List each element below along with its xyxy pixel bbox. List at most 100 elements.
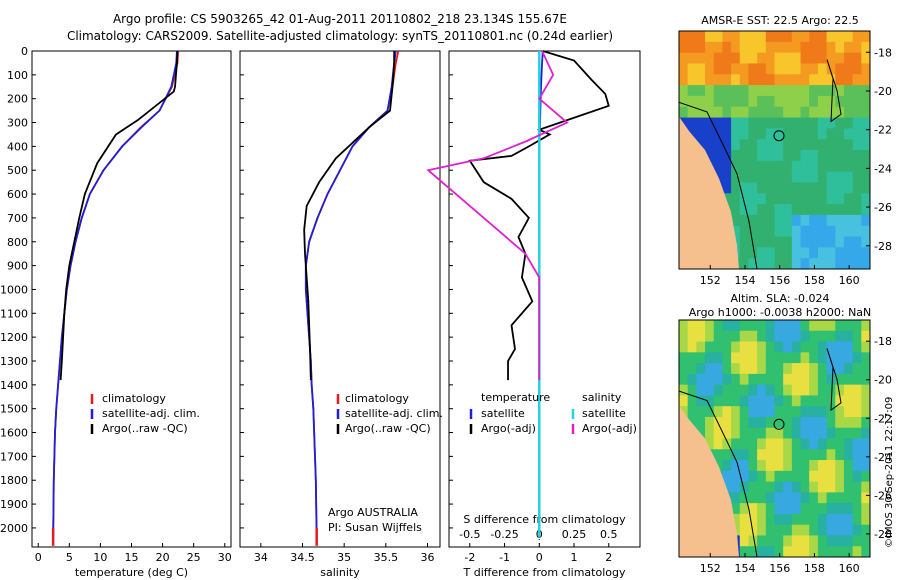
salinity-series-satellite-adj-clim- [304, 50, 397, 538]
depth-tick-label: 1400 [0, 379, 28, 392]
depth-tick-label: 300 [7, 117, 28, 130]
depth-tick-label: 200 [7, 93, 28, 106]
imos-credit: ©IMOS 30-Sep-2011 22:17:09 [884, 396, 895, 548]
sla-lat-tick-label: -26 [874, 489, 892, 502]
temperature-x-tick-label: 0 [35, 551, 42, 564]
sst-lat-tick-label: -22 [874, 124, 892, 137]
sla-map-field [679, 320, 870, 557]
depth-tick-label: 1600 [0, 427, 28, 440]
depth-tick-label: 1300 [0, 355, 28, 368]
salinity-series-climatology [304, 50, 400, 538]
sst-argo-location-marker [773, 130, 785, 142]
salinity-diff-tick-label: 0.25 [562, 528, 587, 541]
salinity-diff-axis-label: S difference from climatology [463, 513, 626, 526]
depth-tick-label: 1500 [0, 403, 28, 416]
depth-tick-label: 700 [7, 212, 28, 225]
salinity-legend-label: climatology [345, 392, 409, 405]
depth-tick-label: 500 [7, 164, 28, 177]
sst-lat-tick-label: -18 [874, 46, 892, 59]
depth-tick-label: 1900 [0, 498, 28, 511]
header-line-2: Climatology: CARS2009. Satellite-adjuste… [66, 29, 614, 43]
header-line-1: Argo profile: CS 5903265_42 01-Aug-2011 … [112, 12, 568, 26]
sla-lat-tick-label: -22 [874, 412, 892, 425]
sst-map-frame [678, 30, 871, 270]
sla-lat-tick-label: -18 [874, 335, 892, 348]
temperature-legend-label: Argo(..raw -QC) [102, 422, 188, 435]
temperature-plot-frame [31, 50, 232, 548]
difference-x-tick-label: 0 [536, 551, 543, 564]
salinity-x-tick-label: 35.5 [374, 551, 399, 564]
sst-map-title: AMSR-E SST: 22.5 Argo: 22.5 [701, 14, 859, 27]
sla-lat-tick-label: -28 [874, 528, 892, 541]
salinity-diff-tick-label: -0.5 [459, 528, 480, 541]
legend-temperature-label: Argo(-adj) [481, 422, 536, 435]
temperature-x-tick-label: 5 [66, 551, 73, 564]
difference-x-tick-label: 2 [605, 551, 612, 564]
difference-x-tick-label: -1 [499, 551, 510, 564]
sla-lon-tick-label: 156 [769, 562, 790, 575]
sst-lon-tick-label: 152 [700, 274, 721, 287]
sst-map-field [679, 31, 870, 269]
depth-tick-label: 1100 [0, 307, 28, 320]
salinity-diff-tick-label: -0.25 [490, 528, 518, 541]
depth-tick-label: 900 [7, 260, 28, 273]
salinity-series-argo-raw-qc- [303, 51, 396, 381]
sst-lat-tick-label: -20 [874, 85, 892, 98]
sla-lon-tick-label: 158 [804, 562, 825, 575]
salinity-diff-tick-label: 0.5 [600, 528, 618, 541]
sst-lat-tick-label: -24 [874, 162, 892, 175]
sla-argo-location-marker [773, 418, 785, 430]
temperature-x-tick-label: 15 [125, 551, 139, 564]
salinity-x-tick-label: 36 [421, 551, 435, 564]
salinity-legend-label: satellite-adj. clim. [345, 407, 443, 420]
temperature-x-tick-label: 20 [156, 551, 170, 564]
difference-x-tick-label: -2 [464, 551, 475, 564]
temperature-series-satellite-adj-clim- [52, 50, 178, 538]
difference-series-s-argo-adj- [426, 50, 569, 381]
sst-lon-tick-label: 160 [839, 274, 860, 287]
sst-lon-tick-label: 156 [769, 274, 790, 287]
sla-map-frame [678, 319, 871, 558]
sst-lat-tick-label: -26 [874, 201, 892, 214]
depth-tick-label: 1700 [0, 450, 28, 463]
salinity-plot-frame [239, 50, 441, 548]
pi-name-label: PI: Susan Wijffels [328, 521, 422, 534]
depth-tick-label: 2000 [0, 522, 28, 535]
sla-map-title-1: Altim. SLA: -0.024 [730, 292, 830, 305]
legend-temperature-heading: temperature [481, 391, 550, 404]
salinity-legend-label: Argo(..raw -QC) [345, 422, 431, 435]
temperature-x-tick-label: 30 [218, 551, 232, 564]
sst-lat-tick-label: -28 [874, 240, 892, 253]
depth-tick-label: 1800 [0, 474, 28, 487]
difference-series-t-argo-adj- [468, 50, 610, 381]
depth-tick-label: 800 [7, 236, 28, 249]
difference-plot-frame [448, 50, 641, 548]
temperature-x-tick-label: 10 [93, 551, 107, 564]
argo-australia-label: Argo AUSTRALIA [328, 506, 418, 519]
salinity-axis-label: salinity [320, 566, 360, 579]
sst-lon-tick-label: 154 [734, 274, 755, 287]
depth-tick-label: 1200 [0, 331, 28, 344]
legend-temperature-label: satellite [481, 407, 525, 420]
salinity-x-tick-label: 34.5 [290, 551, 315, 564]
legend-salinity-heading: salinity [582, 391, 622, 404]
salinity-x-tick-label: 35 [337, 551, 351, 564]
sla-lon-tick-label: 152 [700, 562, 721, 575]
legend-salinity-label: satellite [582, 407, 626, 420]
temperature-legend-label: climatology [102, 392, 166, 405]
depth-tick-label: 100 [7, 69, 28, 82]
depth-tick-label: 600 [7, 188, 28, 201]
temperature-diff-axis-label: T difference from climatology [463, 566, 626, 579]
temperature-x-tick-label: 25 [187, 551, 201, 564]
temperature-series-argo-raw-qc- [59, 50, 179, 381]
temperature-series-climatology [52, 50, 180, 538]
legend-salinity-label: Argo(-adj) [582, 422, 637, 435]
depth-tick-label: 0 [21, 45, 28, 58]
sla-map-title-2: Argo h1000: -0.0038 h2000: NaN [688, 306, 872, 319]
sla-lat-tick-label: -24 [874, 451, 892, 464]
depth-tick-label: 1000 [0, 283, 28, 296]
difference-x-tick-label: 1 [571, 551, 578, 564]
sla-lat-tick-label: -20 [874, 374, 892, 387]
sst-lon-tick-label: 158 [804, 274, 825, 287]
